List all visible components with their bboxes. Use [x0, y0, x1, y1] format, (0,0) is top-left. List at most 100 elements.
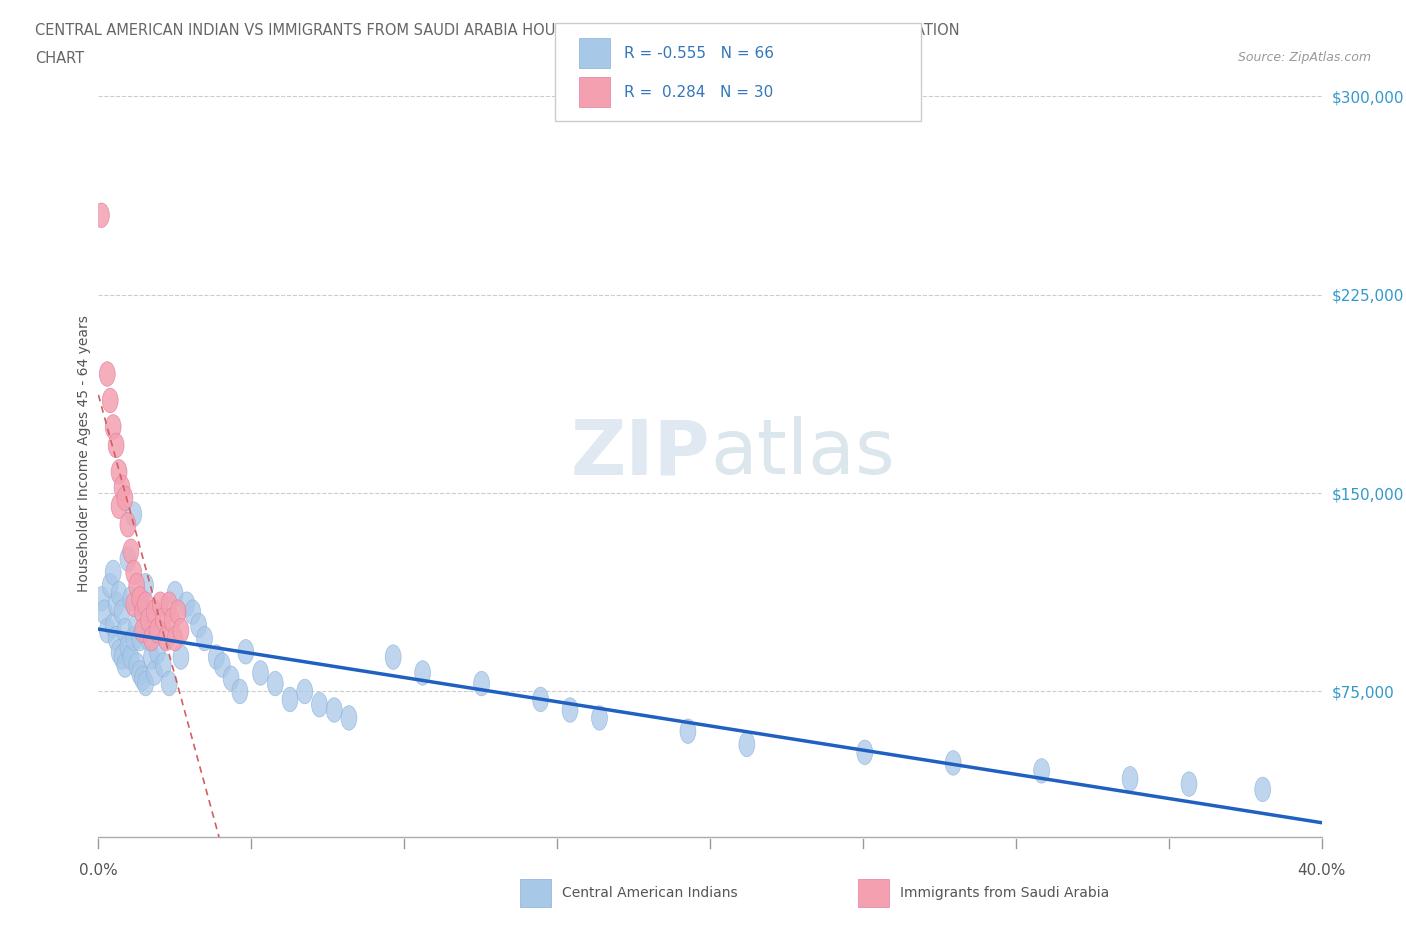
- Ellipse shape: [1254, 777, 1271, 802]
- Ellipse shape: [592, 706, 607, 730]
- Ellipse shape: [342, 706, 357, 730]
- Text: R =  0.284   N = 30: R = 0.284 N = 30: [624, 85, 773, 100]
- Ellipse shape: [179, 591, 195, 617]
- Ellipse shape: [1181, 772, 1197, 796]
- Ellipse shape: [93, 203, 110, 228]
- Ellipse shape: [135, 591, 150, 617]
- Ellipse shape: [1033, 759, 1049, 783]
- Ellipse shape: [283, 687, 298, 711]
- Ellipse shape: [111, 494, 127, 519]
- Ellipse shape: [197, 626, 212, 651]
- Ellipse shape: [105, 613, 121, 638]
- Ellipse shape: [135, 618, 150, 643]
- Ellipse shape: [945, 751, 962, 776]
- Ellipse shape: [100, 618, 115, 643]
- Ellipse shape: [312, 693, 328, 717]
- Ellipse shape: [111, 459, 127, 485]
- Ellipse shape: [129, 613, 145, 638]
- Ellipse shape: [238, 640, 253, 664]
- Text: 0.0%: 0.0%: [79, 863, 118, 878]
- Ellipse shape: [155, 608, 172, 632]
- Ellipse shape: [152, 591, 169, 617]
- Ellipse shape: [162, 671, 177, 696]
- Ellipse shape: [117, 618, 134, 643]
- Ellipse shape: [214, 653, 231, 677]
- Ellipse shape: [127, 502, 142, 526]
- Ellipse shape: [122, 644, 139, 670]
- Ellipse shape: [138, 671, 153, 696]
- Ellipse shape: [103, 388, 118, 413]
- Text: ZIP: ZIP: [571, 417, 710, 490]
- Ellipse shape: [122, 587, 139, 611]
- Ellipse shape: [135, 600, 150, 624]
- Ellipse shape: [129, 574, 145, 598]
- Ellipse shape: [122, 539, 139, 564]
- Text: atlas: atlas: [710, 417, 894, 490]
- Text: CHART: CHART: [35, 51, 84, 66]
- Ellipse shape: [562, 698, 578, 723]
- Ellipse shape: [117, 486, 134, 511]
- Ellipse shape: [170, 600, 186, 624]
- Text: CENTRAL AMERICAN INDIAN VS IMMIGRANTS FROM SAUDI ARABIA HOUSEHOLDER INCOME AGES : CENTRAL AMERICAN INDIAN VS IMMIGRANTS FR…: [35, 23, 960, 38]
- Ellipse shape: [159, 626, 174, 651]
- Ellipse shape: [173, 618, 188, 643]
- Ellipse shape: [1122, 766, 1137, 791]
- Ellipse shape: [149, 640, 166, 664]
- Ellipse shape: [105, 415, 121, 439]
- Ellipse shape: [129, 653, 145, 677]
- Ellipse shape: [167, 626, 183, 651]
- Text: R = -0.555   N = 66: R = -0.555 N = 66: [624, 46, 775, 60]
- Text: Source: ZipAtlas.com: Source: ZipAtlas.com: [1237, 51, 1371, 64]
- Ellipse shape: [132, 626, 148, 651]
- Ellipse shape: [167, 581, 183, 605]
- Ellipse shape: [146, 600, 162, 624]
- Ellipse shape: [127, 591, 142, 617]
- Y-axis label: Householder Income Ages 45 - 64 years: Householder Income Ages 45 - 64 years: [77, 315, 91, 591]
- Ellipse shape: [184, 600, 201, 624]
- Ellipse shape: [155, 653, 172, 677]
- Ellipse shape: [114, 475, 129, 500]
- Ellipse shape: [141, 626, 156, 651]
- Ellipse shape: [138, 574, 153, 598]
- Ellipse shape: [114, 600, 129, 624]
- Ellipse shape: [108, 591, 124, 617]
- Ellipse shape: [127, 560, 142, 585]
- Ellipse shape: [105, 560, 121, 585]
- Ellipse shape: [127, 626, 142, 651]
- Ellipse shape: [297, 679, 312, 704]
- Ellipse shape: [474, 671, 489, 696]
- Ellipse shape: [162, 591, 177, 617]
- Ellipse shape: [385, 644, 401, 670]
- Ellipse shape: [415, 660, 430, 685]
- Ellipse shape: [117, 653, 134, 677]
- Ellipse shape: [208, 644, 225, 670]
- Ellipse shape: [108, 433, 124, 458]
- Ellipse shape: [103, 574, 118, 598]
- Ellipse shape: [93, 587, 110, 611]
- Text: Immigrants from Saudi Arabia: Immigrants from Saudi Arabia: [900, 885, 1109, 900]
- Ellipse shape: [108, 626, 124, 651]
- Ellipse shape: [740, 732, 755, 757]
- Ellipse shape: [146, 660, 162, 685]
- Ellipse shape: [533, 687, 548, 711]
- Ellipse shape: [143, 644, 159, 670]
- Ellipse shape: [224, 666, 239, 691]
- Ellipse shape: [111, 640, 127, 664]
- Ellipse shape: [135, 666, 150, 691]
- Ellipse shape: [132, 587, 148, 611]
- Ellipse shape: [111, 581, 127, 605]
- Ellipse shape: [191, 613, 207, 638]
- Ellipse shape: [253, 660, 269, 685]
- Ellipse shape: [681, 719, 696, 743]
- Text: Central American Indians: Central American Indians: [562, 885, 738, 900]
- Ellipse shape: [120, 512, 136, 538]
- Ellipse shape: [856, 740, 873, 764]
- Text: 40.0%: 40.0%: [1298, 863, 1346, 878]
- Ellipse shape: [138, 591, 153, 617]
- Ellipse shape: [97, 600, 112, 624]
- Ellipse shape: [114, 644, 129, 670]
- Ellipse shape: [132, 660, 148, 685]
- Ellipse shape: [267, 671, 283, 696]
- Ellipse shape: [120, 634, 136, 658]
- Ellipse shape: [149, 618, 166, 643]
